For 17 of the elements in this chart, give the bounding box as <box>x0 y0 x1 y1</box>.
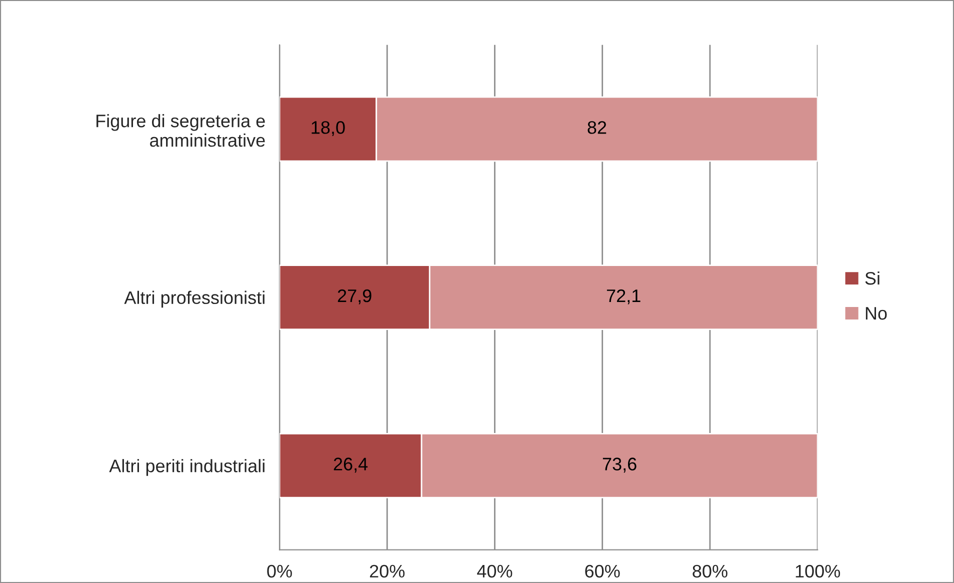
y-tick-label: Altri periti industriali <box>109 459 264 476</box>
x-tick-label: 40% <box>477 564 512 578</box>
data-label: 73,6 <box>602 458 636 473</box>
x-tick-label: 80% <box>692 564 728 578</box>
data-label: 27,9 <box>338 289 372 304</box>
data-label: 82 <box>588 121 606 134</box>
data-label: 72,1 <box>606 289 640 304</box>
data-label: 18,0 <box>312 121 345 136</box>
y-tick-label: Altri professionisti <box>124 290 264 308</box>
x-tick-label: 20% <box>370 564 405 578</box>
x-tick-label: 0% <box>267 564 292 578</box>
data-label: 26,4 <box>334 458 368 473</box>
legend-label: No <box>866 307 887 320</box>
x-tick-label: 100% <box>796 564 840 578</box>
y-tick-label: Figure di segreteria e amministrative <box>96 114 265 147</box>
x-tick-label: 60% <box>585 564 620 578</box>
legend-label: Si <box>865 271 880 285</box>
